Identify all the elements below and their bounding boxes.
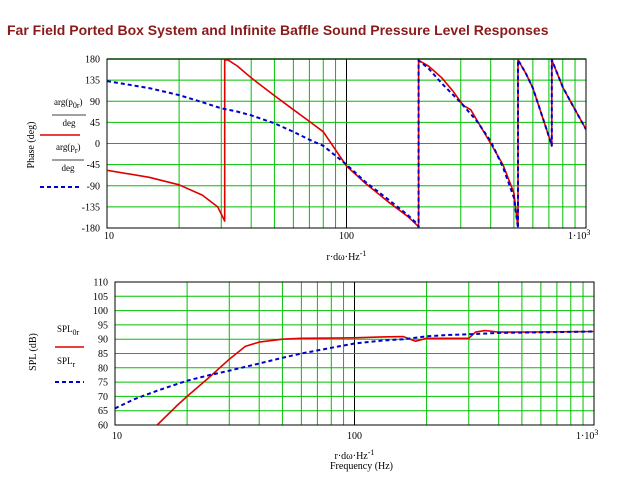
spl-xtick-label: 100 (347, 431, 362, 442)
phase-ytick-label: 90 (90, 97, 100, 108)
spl-ytick-label: 95 (98, 320, 108, 331)
phase-series-blue-line (107, 59, 586, 228)
spl-ytick-label: 75 (98, 378, 108, 389)
phase-legend-blue-label: arg(pr) (56, 142, 81, 155)
spl-ytick-label: 65 (98, 406, 108, 417)
spl-legend-blue-label: SPLr (57, 356, 76, 369)
phase-ytick-label: -180 (82, 224, 100, 235)
phase-plot-frame (106, 58, 587, 229)
phase-ytick-label: -135 (82, 202, 100, 213)
phase-x-axis-label: r·dω·Hz-1 (327, 249, 367, 263)
phase-ytick-label: -45 (87, 160, 100, 171)
phase-ytick-label: 135 (85, 76, 100, 87)
phase-legend-blue-denominator: deg (62, 163, 75, 173)
spl-ytick-label: 110 (93, 278, 108, 289)
phase-legend-red-denominator: deg (63, 118, 76, 128)
phase-xtick-label: 10 (104, 231, 114, 242)
phase-xtick-label: 100 (339, 231, 354, 242)
spl-legend-red-label: SPL0r (57, 324, 80, 337)
spl-x-axis-title: Frequency (Hz) (330, 461, 393, 472)
phase-legend-red-label: arg(p0r) (54, 97, 83, 110)
spl-series-red-line (156, 329, 594, 425)
spl-xtick-label: 10 (112, 431, 122, 442)
phase-ytick-label: 0 (95, 139, 100, 150)
spl-ytick-label: 70 (98, 392, 108, 403)
phase-ytick-label: 180 (85, 55, 100, 66)
spl-y-axis-title: SPL (dB) (28, 333, 39, 371)
spl-series-blue-line (115, 330, 594, 410)
spl-ytick-label: 80 (98, 363, 108, 374)
spl-ytick-label: 90 (98, 335, 108, 346)
spl-x-axis-label: r·dω·Hz-1 (335, 448, 375, 462)
phase-xtick-label: 1·103 (568, 228, 590, 242)
spl-ytick-label: 60 (98, 421, 108, 432)
phase-ytick-label: -90 (87, 181, 100, 192)
spl-ytick-label: 105 (93, 292, 108, 303)
spl-plot-frame (114, 281, 595, 426)
chart-title: Far Field Ported Box System and Infinite… (7, 22, 549, 38)
spl-xtick-label: 1·103 (576, 428, 598, 442)
phase-ytick-label: 45 (90, 118, 100, 129)
spl-ytick-label: 85 (98, 349, 108, 360)
phase-y-axis-title: Phase (deg) (26, 122, 37, 169)
spl-ytick-label: 100 (93, 306, 108, 317)
